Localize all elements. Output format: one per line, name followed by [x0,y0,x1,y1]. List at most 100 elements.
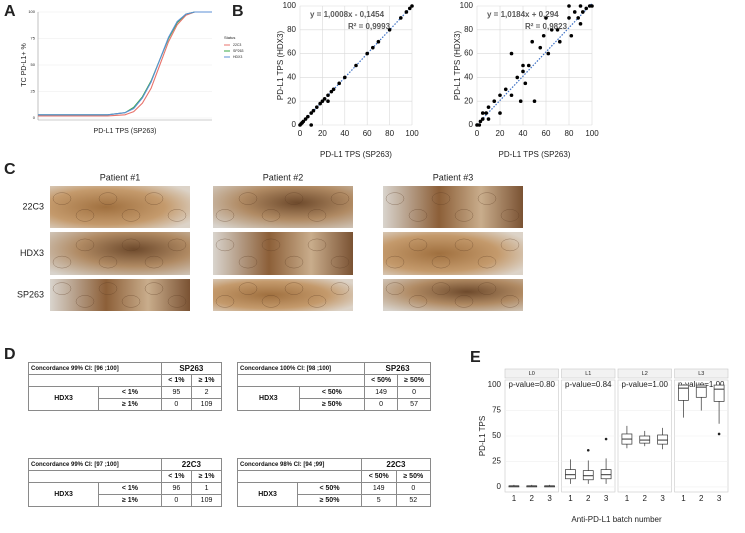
y-tick-label: 75 [492,406,501,415]
data-point [309,123,314,127]
x-tick-label: 1 [625,494,630,503]
tissue-texture [238,192,258,205]
tissue-texture [454,238,474,252]
patient-label: Patient #2 [263,172,304,182]
panel-label: B [232,3,244,20]
x-tick-label: 60 [542,129,551,138]
table-row: Concordance 99% CI: [96 ;100] SP263 [28,362,223,375]
x-tick-label: 40 [519,129,528,138]
y-tick-label: 20 [287,96,296,105]
x-tick-label: 1 [681,494,686,503]
ihc-image [383,279,523,311]
data-point [567,16,571,20]
ihc-image [383,186,523,228]
data-point [530,39,534,44]
facet-annotation: p-value=0.80 [509,380,556,389]
data-point [581,10,585,14]
data-point [326,99,330,103]
panel-label: E [470,349,481,366]
y-tick-label: 0 [33,115,36,120]
data-point [569,33,574,38]
box [565,469,576,480]
table-row: < 50% ≥ 50% [236,374,431,387]
ihc-image [213,186,353,228]
y-tick-label: 60 [287,49,296,58]
x-tick-label: 0 [475,129,480,138]
stain-label: HDX3 [20,248,44,258]
table-title: Concordance 99% CI: [96 ;100] [28,362,162,375]
y-tick-label: 80 [464,25,473,34]
tissue-texture [477,255,497,269]
column-label: < 1% [160,374,193,387]
box [639,435,651,444]
table-row: < 1% ≥ 1% [28,374,222,387]
column-header: SP263 [364,362,431,375]
facet-strip [674,368,729,379]
data-point [477,123,482,127]
facet-label: L3 [698,371,704,377]
column-header: 22C3 [360,458,432,471]
patient-label: Patient #3 [433,172,474,182]
x-tick-label: 2 [643,494,648,503]
facet-strip [504,368,559,379]
column-label: ≥ 50% [397,374,431,387]
tissue-texture [261,238,281,252]
tissue-texture [385,255,405,269]
table-row: HDX3 < 1% 96 1 [27,482,222,507]
data-point [546,51,551,56]
tissue-texture [307,238,327,252]
box [600,469,612,480]
data-point [576,16,580,20]
equation-annotation: R² = 0,9993 [348,22,391,31]
facet-strip [617,368,672,379]
table-title: Concordance 98% CI: [94 ;99] [237,458,362,471]
legend-label: HDX3 [233,55,242,59]
tissue-texture [52,192,72,205]
data-point [541,33,546,38]
tissue-texture [330,255,350,269]
tissue-texture [238,282,258,295]
data-point [343,75,347,80]
table-cell: 2 [191,386,222,399]
y-tick-label: 50 [31,62,36,67]
y-axis-label: TC PD-L1+ % [21,43,28,86]
tissue-texture [431,255,451,269]
row-label: ≥ 1% [98,494,162,507]
data-point [486,117,491,121]
table-cell: 0 [160,494,193,507]
data-point [549,28,554,32]
table-cell: 0 [160,398,193,411]
table-row: < 1% ≥ 1% [28,470,222,483]
tissue-texture [284,192,304,205]
legend-label: SP263 [233,49,244,53]
y-tick-label: 0 [497,482,502,491]
data-point [509,51,514,56]
table-row: Concordance 99% CI: [97 ;100] 22C3 [28,458,223,471]
data-point [301,119,306,124]
y-tick-label: 40 [464,73,473,82]
legend-label: 22C3 [233,43,241,47]
facet-strip [561,368,616,379]
y-tick-label: 25 [492,457,501,466]
row-label: ≥ 50% [298,398,366,411]
empty-cell [236,374,366,387]
data-point [331,87,336,92]
row-header: HDX3 [236,482,299,507]
y-axis-label: PD-L1 TPS (HDX3) [276,31,285,101]
column-label: ≥ 1% [191,374,222,387]
tissue-texture [98,282,118,295]
tissue-texture [144,282,164,295]
table-row: HDX3 < 50% 149 0 [237,386,431,411]
tissue-texture [477,192,497,205]
data-point [480,117,485,121]
table-row: ≥ 1% 0 109 [29,398,222,411]
tissue-texture [454,209,474,222]
column-label: ≥ 50% [395,470,432,483]
data-point [376,39,381,44]
data-point [315,105,319,109]
outlier [604,437,608,441]
table-cell: 52 [395,494,432,507]
y-tick-label: 75 [31,36,36,41]
data-point [486,105,491,109]
